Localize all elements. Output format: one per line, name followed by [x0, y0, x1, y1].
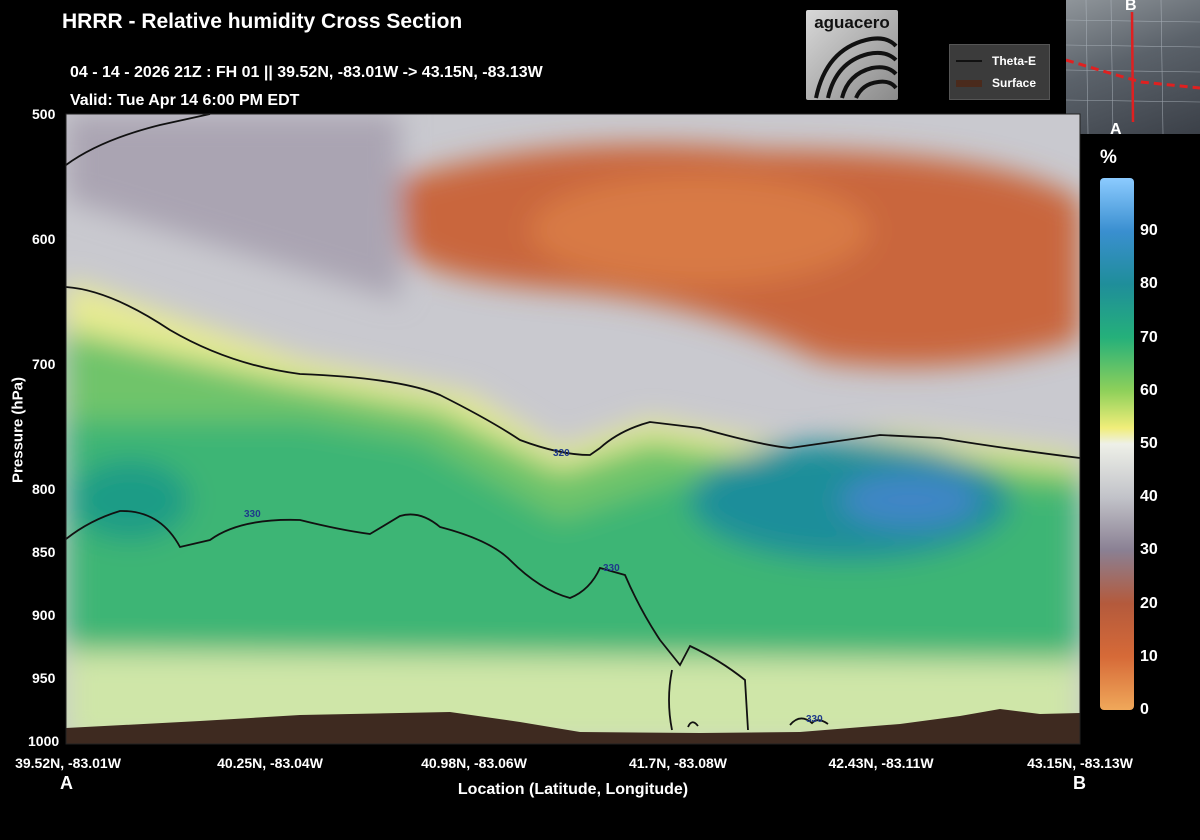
chart-legend: Theta-E Surface	[949, 44, 1050, 100]
colorbar-tick-label: 80	[1140, 275, 1158, 293]
legend-theta-e-label: Theta-E	[992, 54, 1037, 68]
y-tick-label: 500	[32, 106, 56, 122]
x-tick-label: 40.98N, -83.06W	[421, 755, 527, 771]
surface-swatch	[956, 79, 982, 87]
colorbar-tick-label: 70	[1140, 328, 1158, 346]
theta-e-contour-330-surface	[789, 717, 829, 726]
y-tick-label: 800	[32, 481, 56, 497]
legend-theta-e: Theta-E	[956, 54, 1036, 68]
legend-surface-label: Surface	[992, 76, 1037, 90]
y-tick-label: 900	[32, 607, 56, 623]
contour-label-330-a: 330	[244, 509, 261, 520]
valid-time: Valid: Tue Apr 14 6:00 PM EDT	[70, 92, 300, 109]
x-tick-label: 42.43N, -83.11W	[828, 755, 934, 771]
endpoint-a-label: A	[60, 773, 73, 793]
y-tick-label: 950	[32, 670, 56, 686]
y-tick-label: 850	[32, 544, 56, 560]
aguacero-logo: aguacero	[806, 10, 898, 100]
colorbar-tick-label: 60	[1140, 381, 1158, 399]
plot-frame	[65, 113, 1081, 745]
colorbar-unit: %	[1100, 147, 1117, 168]
chart-title: HRRR - Relative humidity Cross Section	[62, 10, 463, 33]
colorbar	[1100, 178, 1134, 710]
x-tick-label: 39.52N, -83.01W	[15, 755, 121, 771]
inset-label-a: A	[1110, 121, 1122, 134]
colorbar-tick-label: 50	[1140, 435, 1158, 452]
contour-label-330-b: 330	[603, 563, 620, 574]
theta-e-swatch	[956, 60, 982, 62]
y-tick-label: 700	[32, 356, 56, 372]
legend-surface: Surface	[956, 76, 1036, 90]
contour-label-330-c: 330	[806, 714, 823, 725]
x-tick-label: 43.15N, -83.13W	[1027, 755, 1133, 771]
logo-icon	[814, 36, 898, 99]
colorbar-tick-label: 0	[1140, 701, 1149, 718]
theta-e-contour-320	[65, 286, 1081, 459]
theta-e-contours	[65, 113, 1081, 731]
theta-e-contour-330-inner	[668, 669, 673, 731]
colorbar-tick-label: 10	[1140, 647, 1158, 665]
surface-terrain	[66, 709, 1080, 744]
x-axis-label: Location (Latitude, Longitude)	[457, 781, 689, 798]
contour-label-320: 320	[553, 448, 570, 459]
theta-e-contour-330	[65, 510, 749, 731]
x-tick-label: 41.7N, -83.08W	[628, 755, 728, 771]
inset-map: B A	[1066, 0, 1200, 134]
colorbar-tick-label: 20	[1140, 594, 1158, 612]
inset-label-b: B	[1125, 0, 1137, 14]
y-tick-label: 600	[32, 231, 56, 247]
theta-e-contour-upper	[65, 113, 211, 166]
colorbar-tick-label: 90	[1140, 222, 1158, 240]
x-tick-label: 40.25N, -83.04W	[217, 755, 323, 771]
colorbar-tick-label: 30	[1140, 541, 1158, 559]
run-info: 04 - 14 - 2026 21Z : FH 01 || 39.52N, -8…	[70, 64, 543, 81]
colorbar-tick-label: 40	[1140, 488, 1158, 506]
y-axis-label: Pressure (hPa)	[9, 377, 27, 483]
inset-map-graphic: B A	[1066, 0, 1200, 134]
y-tick-label: 1000	[28, 733, 60, 749]
endpoint-b-label: B	[1073, 773, 1086, 793]
logo-text: aguacero	[814, 13, 890, 32]
theta-e-contour-330-bump	[687, 721, 699, 728]
